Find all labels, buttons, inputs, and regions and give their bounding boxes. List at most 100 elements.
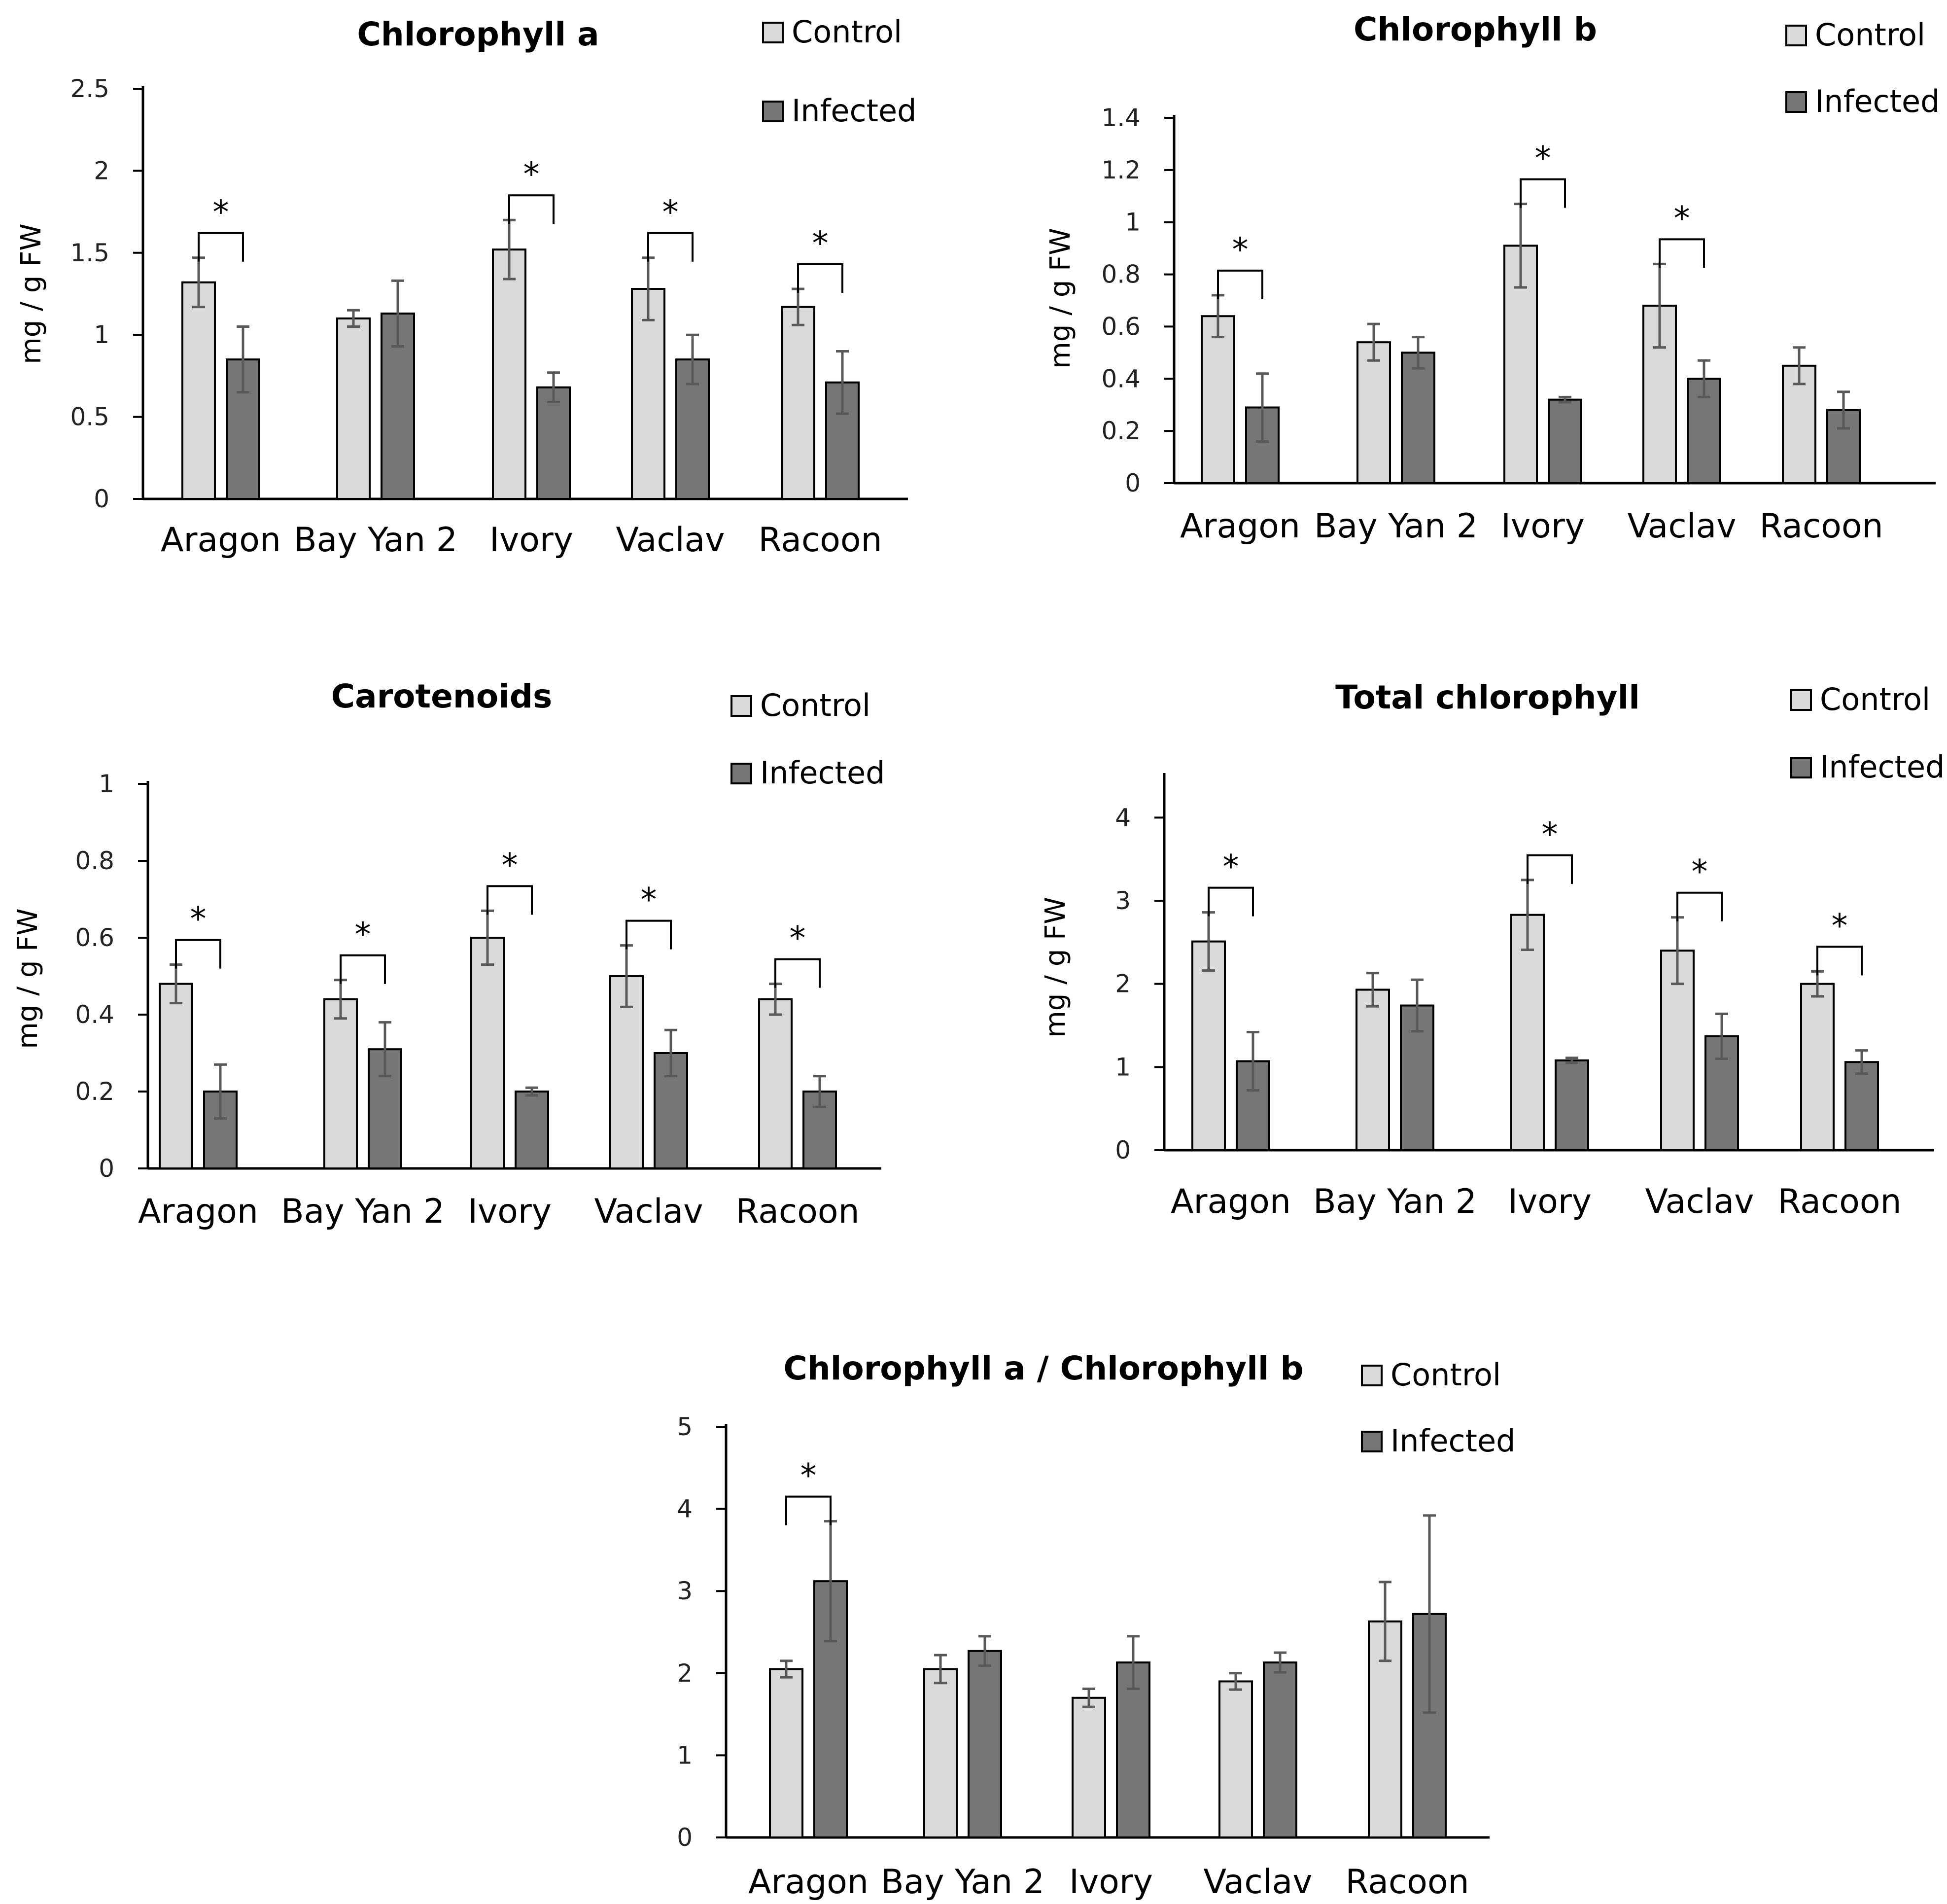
significance-bracket xyxy=(1217,269,1263,299)
y-tick-label: 0 xyxy=(99,1154,114,1183)
bar-infected xyxy=(1116,1661,1150,1839)
legend-label: Infected xyxy=(1391,1423,1515,1459)
legend-swatch-infected xyxy=(762,101,784,122)
legend-swatch-control xyxy=(1790,689,1812,711)
significance-star: * xyxy=(641,881,657,919)
category-label: Bay Yan 2 xyxy=(1314,507,1478,546)
y-tick-label: 4 xyxy=(677,1495,693,1523)
y-tick-label: 2 xyxy=(677,1659,693,1688)
y-tick-label: 5 xyxy=(677,1412,693,1441)
y-tick-label: 0 xyxy=(1125,469,1141,497)
category-label: Ivory xyxy=(1501,507,1585,546)
chart-title: Total chlorophyll xyxy=(1335,678,1640,716)
y-tick-label: 0.2 xyxy=(1101,417,1141,445)
significance-bracket xyxy=(1527,854,1573,884)
legend-swatch-infected xyxy=(1785,91,1807,113)
significance-bracket xyxy=(626,919,672,950)
significance-star: * xyxy=(1542,815,1558,853)
legend-swatch-control xyxy=(1361,1365,1383,1386)
significance-star: * xyxy=(1674,199,1690,237)
category-label: Racoon xyxy=(735,1192,859,1231)
legend-label: Control xyxy=(760,687,870,723)
legend-swatch-infected xyxy=(1361,1431,1383,1452)
significance-bracket xyxy=(785,1495,832,1525)
category-label: Aragon xyxy=(748,1863,869,1902)
bar-infected xyxy=(536,386,571,500)
significance-star: * xyxy=(800,1457,817,1495)
chart-title: Chlorophyll a xyxy=(357,15,599,53)
legend-label: Infected xyxy=(792,93,916,129)
significance-bracket xyxy=(797,263,843,293)
significance-bracket xyxy=(487,885,533,915)
bar-control xyxy=(631,288,665,500)
significance-star: * xyxy=(1232,231,1249,269)
significance-bracket xyxy=(1520,178,1566,208)
bar-control xyxy=(336,317,371,500)
category-label: Vaclav xyxy=(1627,507,1736,546)
y-tick-label: 0.4 xyxy=(75,1000,114,1029)
significance-star: * xyxy=(1535,140,1551,177)
chart-panel-1: Chlorophyll a mg / g FW 0 0.5 1 1.5 2 2.5 * Arago… xyxy=(15,14,916,560)
y-tick-label: 3 xyxy=(677,1577,693,1605)
y-tick-label: 1 xyxy=(1115,1053,1131,1081)
bar-infected xyxy=(1844,1061,1879,1152)
chart-title: Chlorophyll a / Chlorophyll b xyxy=(783,1349,1303,1387)
bar-infected xyxy=(1263,1661,1297,1839)
legend-swatch-control xyxy=(1785,25,1807,46)
significance-star: * xyxy=(355,916,371,953)
significance-star: * xyxy=(213,193,229,231)
significance-star: * xyxy=(1223,848,1239,886)
category-label: Racoon xyxy=(758,521,882,560)
bar-control xyxy=(758,998,793,1170)
y-axis-label: mg / g FW xyxy=(1044,228,1077,369)
bar-control xyxy=(781,306,815,500)
significance-star: * xyxy=(523,155,540,193)
category-label: Vaclav xyxy=(1645,1182,1754,1221)
y-axis-label: mg / g FW xyxy=(15,223,47,364)
category-label: Ivory xyxy=(1069,1863,1153,1902)
y-tick-label: 0.6 xyxy=(75,923,114,952)
legend-label: Infected xyxy=(1815,83,1940,119)
chart-panel-5: Chlorophyll a / Chlorophyll b 0 1 2 3 4 5 * Arag… xyxy=(677,1349,1515,1902)
legend-label: Control xyxy=(1820,681,1930,717)
significance-star: * xyxy=(812,224,829,262)
legend-label: Control xyxy=(1391,1357,1501,1393)
y-tick-label: 2 xyxy=(94,156,109,185)
bar-control xyxy=(609,975,644,1169)
y-tick-label: 0.5 xyxy=(70,403,109,431)
bar-control xyxy=(470,937,505,1169)
bar-control xyxy=(1782,364,1816,484)
significance-bracket xyxy=(1676,891,1723,921)
category-label: Vaclav xyxy=(616,521,725,560)
legend-swatch-control xyxy=(730,695,752,717)
y-tick-label: 1 xyxy=(1125,208,1141,237)
chart-panel-4: Total chlorophyll mg / g FW 0 1 2 3 4 * Aragon Ba… xyxy=(1040,678,1945,1221)
significance-bracket xyxy=(175,939,221,969)
significance-bracket xyxy=(647,232,694,262)
significance-star: * xyxy=(502,846,518,884)
legend-label: Control xyxy=(1815,17,1925,53)
category-label: Racoon xyxy=(1777,1182,1901,1221)
significance-star: * xyxy=(790,919,806,957)
y-tick-label: 0.6 xyxy=(1101,312,1141,341)
y-tick-label: 4 xyxy=(1115,803,1131,832)
y-tick-label: 1 xyxy=(99,770,114,798)
y-tick-label: 0 xyxy=(94,485,109,513)
chart-title: Carotenoids xyxy=(331,677,553,715)
category-label: Bay Yan 2 xyxy=(294,521,457,560)
category-label: Aragon xyxy=(1180,507,1300,546)
legend-label: Infected xyxy=(760,755,885,791)
y-tick-label: 1 xyxy=(94,320,109,349)
bar-infected xyxy=(1548,398,1582,485)
legend-swatch-infected xyxy=(1790,757,1812,778)
y-tick-label: 2 xyxy=(1115,970,1131,998)
legend-swatch-control xyxy=(762,22,784,43)
category-label: Ivory xyxy=(1508,1182,1592,1221)
legend-label: Infected xyxy=(1820,749,1945,785)
category-label: Aragon xyxy=(138,1192,258,1231)
significance-star: * xyxy=(1692,853,1708,891)
bar-control xyxy=(769,1668,803,1838)
chart-panel-2: Chlorophyll b mg / g FW 0 0.2 0.4 0.6 0.8 1 1.2 1… xyxy=(1044,10,1940,546)
